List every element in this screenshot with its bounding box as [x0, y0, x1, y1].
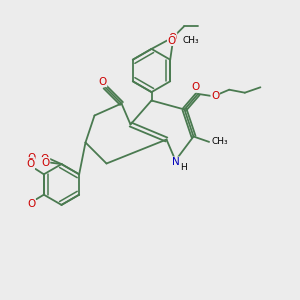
Text: O: O: [26, 159, 34, 170]
Text: O: O: [27, 199, 35, 209]
Text: O: O: [27, 153, 36, 163]
Text: CH₃: CH₃: [212, 137, 228, 146]
Text: CH₃: CH₃: [183, 36, 199, 45]
Text: O: O: [98, 76, 107, 87]
Text: O: O: [26, 158, 35, 168]
Text: O: O: [41, 158, 50, 168]
Text: O: O: [211, 91, 219, 101]
Text: N: N: [172, 157, 179, 167]
Text: O: O: [167, 35, 176, 46]
Text: H: H: [181, 163, 187, 172]
Text: O: O: [191, 82, 199, 92]
Text: O: O: [40, 154, 48, 164]
Text: O: O: [169, 33, 177, 43]
